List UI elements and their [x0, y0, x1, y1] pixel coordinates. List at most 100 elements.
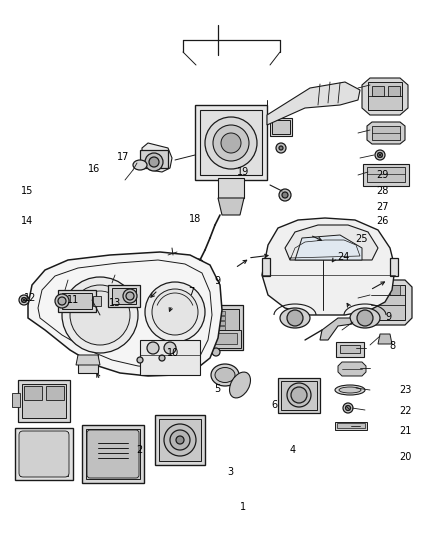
Circle shape	[58, 297, 66, 305]
Bar	[272, 120, 290, 134]
Circle shape	[170, 430, 190, 450]
Circle shape	[221, 133, 241, 153]
Bar	[194, 326, 203, 330]
Text: 7: 7	[188, 287, 194, 297]
FancyBboxPatch shape	[19, 431, 69, 477]
Ellipse shape	[211, 364, 239, 386]
Circle shape	[279, 189, 291, 201]
Ellipse shape	[335, 385, 365, 395]
Circle shape	[276, 143, 286, 153]
Circle shape	[145, 282, 205, 342]
Polygon shape	[218, 198, 244, 215]
Bar	[200, 110, 262, 175]
Text: 27: 27	[376, 202, 389, 212]
Text: 24: 24	[337, 252, 350, 262]
Ellipse shape	[215, 367, 235, 383]
Text: 12: 12	[24, 294, 36, 303]
Text: 11: 11	[67, 295, 79, 304]
Text: 22: 22	[399, 407, 412, 416]
Circle shape	[192, 259, 204, 271]
Circle shape	[291, 387, 307, 403]
Polygon shape	[210, 340, 222, 350]
Circle shape	[164, 424, 196, 456]
Bar	[372, 126, 400, 140]
Circle shape	[164, 342, 176, 354]
Circle shape	[213, 125, 249, 161]
Circle shape	[62, 277, 138, 353]
Bar	[281, 381, 317, 410]
Text: 1: 1	[240, 503, 246, 512]
Bar	[205, 316, 214, 320]
Polygon shape	[338, 362, 366, 376]
Circle shape	[126, 292, 134, 300]
Circle shape	[212, 348, 220, 356]
Circle shape	[375, 150, 385, 160]
Circle shape	[137, 357, 143, 363]
Circle shape	[145, 153, 163, 171]
Bar	[340, 345, 360, 353]
Circle shape	[152, 289, 198, 335]
Text: 28: 28	[376, 186, 388, 196]
Bar	[390, 285, 400, 295]
Text: 9: 9	[385, 312, 392, 322]
Text: 15: 15	[21, 186, 33, 196]
Circle shape	[287, 310, 303, 326]
Bar	[216, 316, 225, 320]
Text: 19: 19	[237, 167, 249, 176]
Polygon shape	[362, 78, 408, 115]
Circle shape	[159, 355, 165, 361]
Polygon shape	[142, 143, 172, 172]
Circle shape	[147, 342, 159, 354]
Text: 25: 25	[355, 234, 367, 244]
Bar	[205, 326, 214, 330]
Text: 6: 6	[272, 400, 278, 410]
Polygon shape	[295, 235, 362, 260]
Bar	[194, 321, 203, 325]
Bar	[190, 330, 241, 348]
Circle shape	[287, 383, 311, 407]
Bar	[24, 386, 42, 400]
Polygon shape	[366, 280, 412, 325]
Polygon shape	[267, 82, 360, 125]
Bar	[62, 293, 92, 309]
Bar	[390, 258, 398, 276]
Bar	[216, 326, 225, 330]
Bar	[367, 167, 405, 182]
Circle shape	[123, 289, 137, 303]
Bar	[140, 340, 200, 375]
Bar	[18, 380, 70, 422]
Bar	[374, 285, 384, 295]
Circle shape	[19, 295, 29, 305]
Text: 17: 17	[117, 152, 130, 162]
Bar	[188, 305, 243, 350]
Bar	[20, 432, 68, 476]
Bar	[112, 288, 136, 304]
Circle shape	[378, 152, 382, 157]
Text: 3: 3	[228, 467, 234, 477]
Bar	[371, 285, 405, 320]
Bar	[159, 419, 201, 461]
Bar	[86, 429, 140, 479]
Text: 10: 10	[167, 348, 180, 358]
Bar	[15, 428, 73, 480]
Text: 26: 26	[376, 216, 388, 226]
Bar	[140, 150, 168, 168]
Text: 13: 13	[109, 298, 121, 308]
Bar	[78, 355, 98, 373]
Bar	[336, 342, 364, 357]
Bar	[173, 255, 181, 260]
Bar	[278, 378, 320, 413]
Polygon shape	[320, 318, 352, 340]
Text: 9: 9	[215, 276, 221, 286]
Bar	[155, 415, 205, 465]
Bar	[22, 384, 66, 418]
Polygon shape	[367, 122, 405, 144]
Bar	[363, 164, 409, 186]
Ellipse shape	[230, 372, 251, 398]
Bar	[12, 393, 20, 407]
Bar	[108, 285, 140, 307]
Circle shape	[343, 403, 353, 413]
Text: 5: 5	[215, 384, 221, 394]
Bar	[58, 290, 96, 312]
Text: 29: 29	[376, 170, 388, 180]
